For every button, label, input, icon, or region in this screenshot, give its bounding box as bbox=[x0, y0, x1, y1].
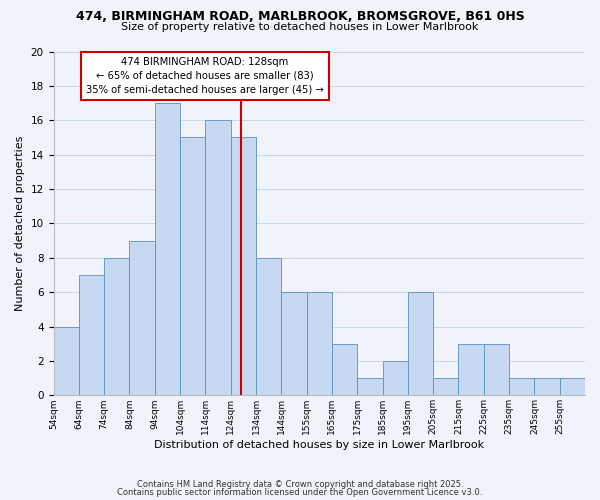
Text: 474 BIRMINGHAM ROAD: 128sqm
← 65% of detached houses are smaller (83)
35% of sem: 474 BIRMINGHAM ROAD: 128sqm ← 65% of det… bbox=[86, 56, 324, 94]
Bar bbox=[408, 292, 433, 396]
Bar bbox=[509, 378, 535, 396]
Bar bbox=[53, 326, 79, 396]
Bar bbox=[458, 344, 484, 396]
Bar bbox=[484, 344, 509, 396]
Text: Size of property relative to detached houses in Lower Marlbrook: Size of property relative to detached ho… bbox=[121, 22, 479, 32]
Bar bbox=[560, 378, 585, 396]
Text: 474, BIRMINGHAM ROAD, MARLBROOK, BROMSGROVE, B61 0HS: 474, BIRMINGHAM ROAD, MARLBROOK, BROMSGR… bbox=[76, 10, 524, 23]
Bar bbox=[256, 258, 281, 396]
Text: Contains HM Land Registry data © Crown copyright and database right 2025.: Contains HM Land Registry data © Crown c… bbox=[137, 480, 463, 489]
Bar bbox=[307, 292, 332, 396]
Bar bbox=[79, 275, 104, 396]
Bar bbox=[332, 344, 357, 396]
Bar bbox=[357, 378, 383, 396]
Bar bbox=[155, 103, 180, 396]
Bar bbox=[230, 138, 256, 396]
Bar bbox=[535, 378, 560, 396]
Bar bbox=[433, 378, 458, 396]
Bar bbox=[383, 361, 408, 396]
Bar bbox=[180, 138, 205, 396]
Y-axis label: Number of detached properties: Number of detached properties bbox=[15, 136, 25, 311]
Bar bbox=[281, 292, 307, 396]
Bar bbox=[205, 120, 230, 396]
Text: Contains public sector information licensed under the Open Government Licence v3: Contains public sector information licen… bbox=[118, 488, 482, 497]
X-axis label: Distribution of detached houses by size in Lower Marlbrook: Distribution of detached houses by size … bbox=[154, 440, 484, 450]
Bar bbox=[130, 240, 155, 396]
Bar bbox=[104, 258, 130, 396]
